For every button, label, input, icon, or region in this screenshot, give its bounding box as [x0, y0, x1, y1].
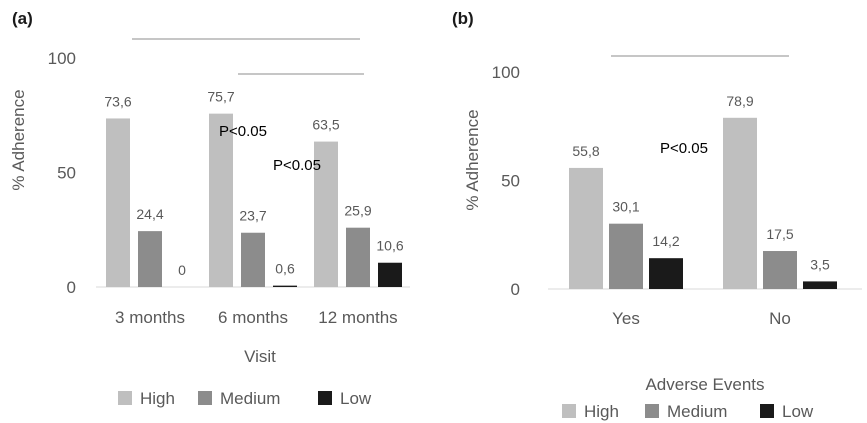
- p-value-annotation: P<0.05: [273, 157, 321, 174]
- panel-b: (b) 0 50 100 % Adherence 55,8 30,1 14,2 Yes 78,9 1…: [452, 9, 862, 421]
- legend-label: High: [140, 389, 175, 408]
- legend-label: Low: [340, 389, 372, 408]
- category-label: 12 months: [318, 308, 397, 327]
- legend-swatch-low: [760, 404, 774, 418]
- data-label: 23,7: [239, 208, 266, 224]
- x-axis-title: Visit: [244, 347, 276, 366]
- data-label: 25,9: [344, 203, 371, 219]
- y-tick-label: 100: [48, 49, 76, 68]
- data-label: 55,8: [572, 143, 599, 159]
- y-axis-title: % Adherence: [463, 109, 482, 210]
- legend-label: High: [584, 402, 619, 421]
- panel-label: (a): [12, 9, 33, 28]
- bar-medium: [138, 231, 162, 287]
- data-label: 0: [178, 262, 186, 278]
- legend-swatch-high: [562, 404, 576, 418]
- y-tick-label: 0: [511, 280, 520, 299]
- data-label: 17,5: [766, 226, 793, 242]
- bar-high: [569, 168, 603, 289]
- bar-low: [273, 286, 297, 287]
- legend-label: Low: [782, 402, 814, 421]
- bar-medium: [241, 233, 265, 287]
- y-tick-label: 100: [492, 63, 520, 82]
- bar-low: [378, 263, 402, 287]
- category-label: Yes: [612, 309, 640, 328]
- bar-medium: [763, 251, 797, 289]
- legend-swatch-high: [118, 391, 132, 405]
- legend-label: Medium: [667, 402, 727, 421]
- data-label: 75,7: [207, 89, 234, 105]
- data-label: 24,4: [136, 206, 163, 222]
- data-label: 14,2: [652, 233, 679, 249]
- y-tick-label: 0: [67, 278, 76, 297]
- bar-high: [723, 118, 757, 289]
- data-label: 10,6: [376, 238, 403, 254]
- bar-high: [106, 118, 130, 287]
- data-label: 78,9: [726, 93, 753, 109]
- panel-label: (b): [452, 9, 474, 28]
- y-axis-title: % Adherence: [9, 89, 28, 190]
- bar-medium: [609, 224, 643, 289]
- panel-a: (a) 0 50 100 % Adherence 73,6 24,4 0 3 months 75,…: [9, 9, 410, 408]
- data-label: 30,1: [612, 199, 639, 215]
- category-label: 6 months: [218, 308, 288, 327]
- data-label: 3,5: [810, 256, 830, 272]
- bar-low: [649, 258, 683, 289]
- legend-label: Medium: [220, 389, 280, 408]
- x-axis-title: Adverse Events: [645, 375, 764, 394]
- data-label: 73,6: [104, 93, 131, 109]
- y-tick-label: 50: [57, 164, 76, 183]
- p-value-annotation: P<0.05: [660, 140, 708, 157]
- data-label: 0,6: [275, 261, 295, 277]
- bar-medium: [346, 228, 370, 287]
- bar-low: [803, 281, 837, 289]
- category-label: No: [769, 309, 791, 328]
- legend-swatch-medium: [645, 404, 659, 418]
- data-label: 63,5: [312, 117, 339, 133]
- y-tick-label: 50: [501, 172, 520, 191]
- legend-swatch-low: [318, 391, 332, 405]
- p-value-annotation: P<0.05: [219, 123, 267, 140]
- legend-swatch-medium: [198, 391, 212, 405]
- category-label: 3 months: [115, 308, 185, 327]
